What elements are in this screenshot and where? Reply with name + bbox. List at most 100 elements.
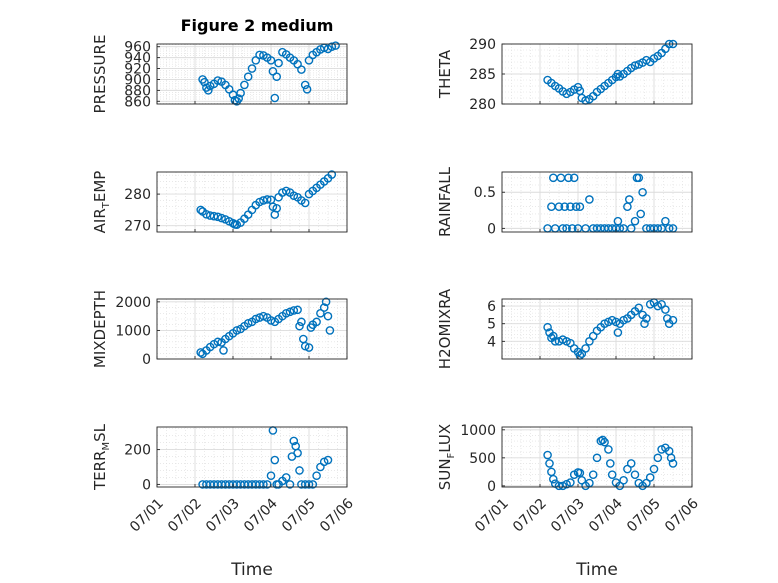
data-point [634, 173, 644, 183]
data-point [585, 195, 594, 204]
data-point [316, 308, 325, 318]
y-axis-label: TERRMSL [91, 423, 112, 491]
data-point [213, 212, 223, 222]
data-point [285, 480, 295, 489]
x-tick-label: 07/04 [241, 496, 281, 536]
data-point [606, 459, 615, 468]
data-point [297, 65, 306, 74]
y-tick-label: 0 [142, 477, 151, 493]
x-tick-label: 07/03 [548, 496, 588, 536]
data-point [571, 202, 581, 211]
x-tick-label: 07/01 [127, 496, 167, 536]
data-point [640, 319, 649, 329]
y-axis-label: THETA [436, 49, 454, 99]
subplot-5: 45 6 H2OMIXRA [436, 288, 693, 369]
x-tick-label: 07/02 [165, 496, 205, 536]
data-point [217, 213, 226, 223]
data-point [262, 195, 272, 204]
y-tick-label: 6 [487, 299, 496, 315]
data-point [668, 459, 678, 468]
data-point [304, 480, 314, 489]
data-point [281, 308, 291, 318]
data-point [575, 202, 585, 211]
subplot-1: 280 285 290 THETA [436, 37, 693, 113]
data-point [645, 473, 655, 482]
data-point [607, 470, 617, 479]
data-point [323, 455, 333, 465]
x-tick-label: 07/05 [279, 496, 319, 536]
data-point [203, 86, 213, 95]
axes-box [156, 43, 348, 105]
data-point [625, 195, 634, 204]
subplot-2: 270 280 AIRTEMP [91, 170, 348, 235]
data-point [268, 202, 278, 212]
axes-box [156, 298, 348, 360]
y-tick-label: 900 [124, 72, 151, 88]
y-tick-label: 290 [469, 37, 496, 53]
y-axis-label: RAINFALL [436, 166, 454, 237]
y-tick-label: 880 [124, 83, 151, 99]
data-point [604, 445, 613, 454]
data-point [661, 305, 670, 314]
data-point [213, 337, 223, 347]
data-point [653, 453, 663, 463]
data-point [274, 58, 283, 68]
data-point [272, 204, 282, 213]
data-point [619, 475, 628, 485]
data-point [270, 455, 280, 465]
y-tick-label: 500 [469, 451, 496, 467]
y-tick-label: 0 [142, 352, 151, 368]
data-point [564, 173, 573, 183]
data-point [312, 471, 321, 480]
data-point [251, 314, 261, 324]
data-point [636, 209, 646, 219]
y-tick-label: 280 [124, 187, 151, 203]
data-point [247, 64, 257, 73]
data-point [255, 197, 264, 207]
y-tick-label: 0.5 [474, 185, 496, 201]
data-point [240, 80, 249, 90]
data-point [566, 478, 575, 487]
y-tick-label: 5 [487, 317, 496, 333]
y-tick-label: 0 [487, 479, 496, 495]
data-point [613, 69, 623, 79]
data-point [196, 348, 205, 357]
data-point [213, 76, 223, 85]
data-point [331, 41, 340, 50]
data-point [543, 450, 552, 460]
data-point [634, 303, 644, 313]
data-point [266, 471, 276, 480]
data-point [293, 448, 302, 458]
data-point [243, 318, 253, 328]
data-point [302, 84, 312, 94]
y-axis-label: MIXDEPTH [91, 290, 109, 368]
subplot-4: 0 1000 2000 MIXDEPTH [91, 290, 348, 368]
data-point [661, 216, 670, 226]
data-point [281, 186, 291, 196]
y-tick-label: 940 [124, 51, 151, 67]
y-tick-label: 4 [487, 334, 496, 350]
data-point [554, 481, 564, 491]
data-point [600, 437, 609, 447]
data-point [630, 216, 640, 226]
data-point [270, 93, 280, 103]
y-axis-label: SUNFLUX [436, 424, 457, 490]
y-tick-label: 280 [469, 97, 496, 113]
data-point [560, 202, 570, 211]
data-point [569, 173, 579, 183]
data-point [293, 305, 302, 315]
data-point [289, 436, 299, 446]
data-point [550, 337, 560, 346]
data-point [236, 88, 245, 98]
data-point [234, 94, 243, 103]
data-point [289, 191, 299, 200]
data-point [327, 170, 337, 179]
data-point [209, 211, 219, 221]
data-point [319, 303, 329, 312]
data-point [202, 210, 211, 219]
data-point [255, 50, 264, 60]
x-tick-label: 07/05 [624, 496, 664, 536]
data-point [649, 464, 659, 474]
